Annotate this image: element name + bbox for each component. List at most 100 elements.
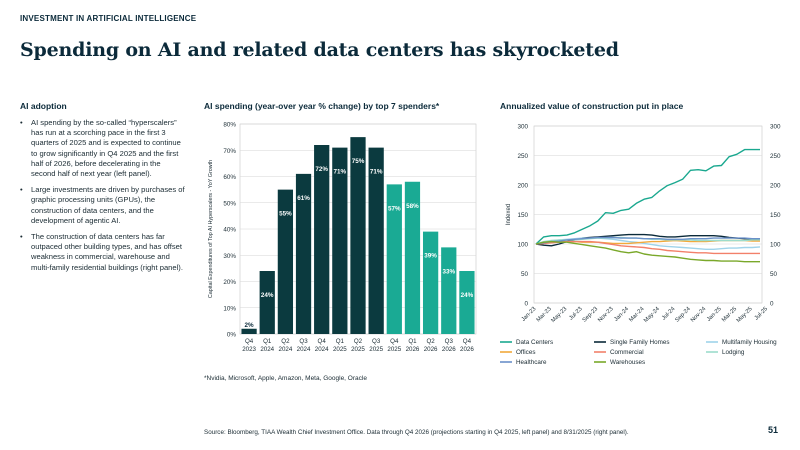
series-line-warehouses — [535, 240, 760, 263]
y-axis-label: Indexed — [506, 204, 512, 225]
bar-data-label: 39% — [424, 253, 437, 260]
line-chart-title: Annualized value of construction put in … — [500, 101, 684, 111]
bar — [386, 184, 402, 334]
bar — [459, 271, 475, 334]
bar-data-label: 72% — [315, 166, 328, 173]
series-line-data-centers — [535, 148, 760, 245]
page-number: 51 — [767, 425, 778, 435]
y-tick-label-right: 100 — [770, 242, 781, 249]
x-tick-label: May-23 — [550, 306, 568, 324]
legend-label: Data Centers — [516, 339, 553, 346]
x-tick-label: Sep-23 — [582, 306, 599, 323]
bar-data-label: 71% — [334, 169, 347, 176]
bar — [259, 271, 275, 334]
y-tick-label-right: 150 — [770, 212, 781, 219]
bar-data-label: 55% — [279, 211, 292, 218]
bar — [350, 137, 366, 334]
x-tick-label: 2023 — [242, 346, 256, 353]
x-tick-label: Jan-25 — [706, 306, 723, 323]
x-tick-label: 2025 — [369, 346, 383, 353]
bar — [295, 173, 312, 334]
x-tick-label: Q4 — [390, 338, 399, 345]
y-tick-label: 30% — [223, 253, 236, 260]
bar-data-label: 75% — [352, 158, 365, 165]
bar-chart-title: AI spending (year-over year % change) by… — [204, 101, 440, 111]
x-tick-label: Q3 — [299, 338, 308, 345]
x-tick-label: 2025 — [351, 346, 365, 353]
x-tick-label: 2025 — [387, 346, 401, 353]
bullet-item: AI spending by the so-called “hyperscale… — [20, 118, 185, 179]
x-tick-label: Q1 — [408, 338, 417, 345]
bar — [241, 328, 257, 334]
bar-data-label: 33% — [442, 268, 455, 275]
x-tick-label: Q2 — [354, 338, 363, 345]
x-tick-label: Nov-23 — [597, 306, 614, 323]
bar — [404, 181, 421, 334]
y-tick-label-left: 300 — [517, 124, 528, 131]
x-tick-label: 2024 — [279, 346, 293, 353]
legend-label: Commercial — [610, 349, 644, 356]
y-tick-label-left: 100 — [517, 242, 528, 249]
bar — [422, 231, 439, 334]
x-tick-label: Q1 — [263, 338, 272, 345]
y-axis-label: Capital Expenditures of Top AI Hyperscal… — [208, 160, 214, 298]
bullet-item: Large investments are driven by purchase… — [20, 185, 185, 226]
y-tick-label: 50% — [223, 200, 236, 207]
series-line-healthcare — [535, 236, 760, 245]
page-title: Spending on AI and related data centers … — [20, 39, 619, 61]
bar-data-label: 24% — [461, 292, 474, 299]
y-tick-label-left: 200 — [517, 183, 528, 190]
bar-data-label: 2% — [245, 322, 255, 329]
y-tick-label-left: 150 — [517, 212, 528, 219]
x-tick-label: Q4 — [245, 338, 254, 345]
x-tick-label: Q3 — [445, 338, 454, 345]
y-tick-label-left: 50 — [521, 271, 529, 278]
x-tick-label: 2024 — [297, 346, 311, 353]
bar — [314, 145, 330, 334]
legend-label: Offices — [516, 349, 535, 356]
x-tick-label: 2025 — [333, 346, 347, 353]
x-tick-label: Q4 — [463, 338, 472, 345]
x-tick-label: 2026 — [406, 346, 420, 353]
x-tick-label: Sep-24 — [674, 306, 692, 324]
x-tick-label: Jan-23 — [521, 306, 538, 323]
x-tick-label: 2024 — [315, 346, 329, 353]
y-tick-label-right: 250 — [770, 153, 781, 160]
bar-data-label: 71% — [370, 169, 383, 176]
ai-spending-bar-chart: 0% 10% 20% 30% 40% 50% 60% 70% 80% Capital Expend… — [208, 122, 477, 353]
x-tick-label: Q2 — [281, 338, 290, 345]
ai-adoption-bullets: AI spending by the so-called “hyperscale… — [20, 118, 185, 279]
legend-label: Healthcare — [516, 359, 547, 366]
bar — [441, 247, 457, 334]
y-tick-label: 0% — [227, 332, 237, 339]
y-tick-label: 70% — [223, 148, 236, 155]
legend-label: Multifamily Housing — [722, 339, 777, 346]
bar — [277, 189, 294, 334]
construction-line-chart: 0 0 50 50 100 100 150 150 200 200 250 250 300 300 Inde… — [500, 124, 781, 366]
y-tick-label-right: 50 — [770, 271, 778, 278]
x-tick-label: May-24 — [643, 306, 661, 324]
bar-data-label: 61% — [297, 195, 310, 202]
x-tick-label: Q2 — [426, 338, 435, 345]
y-tick-label: 60% — [223, 174, 236, 181]
legend-label: Warehouses — [610, 359, 645, 366]
x-tick-label: Jul-25 — [754, 306, 769, 321]
y-tick-label: 40% — [223, 227, 236, 234]
source-note: Source: Bloomberg, TIAA Wealth Chief Inv… — [204, 429, 629, 436]
bullet-item: The construction of data centers has far… — [20, 232, 185, 273]
y-tick-label: 20% — [223, 279, 236, 286]
y-tick-label-left: 250 — [517, 153, 528, 160]
bar-data-label: 24% — [261, 292, 274, 299]
bar-data-label: 57% — [388, 205, 401, 212]
series-line-commercial — [535, 240, 760, 255]
x-tick-label: Jan-24 — [613, 306, 630, 323]
x-tick-label: Q3 — [372, 338, 381, 345]
y-tick-label: 10% — [223, 305, 236, 312]
x-tick-label: 2026 — [460, 346, 474, 353]
ai-adoption-title: AI adoption — [20, 101, 67, 111]
bar — [368, 147, 384, 334]
bar-data-label: 58% — [406, 203, 419, 210]
y-tick-label-right: 300 — [770, 124, 781, 131]
y-tick-label-right: 200 — [770, 183, 781, 190]
bar — [332, 147, 348, 334]
